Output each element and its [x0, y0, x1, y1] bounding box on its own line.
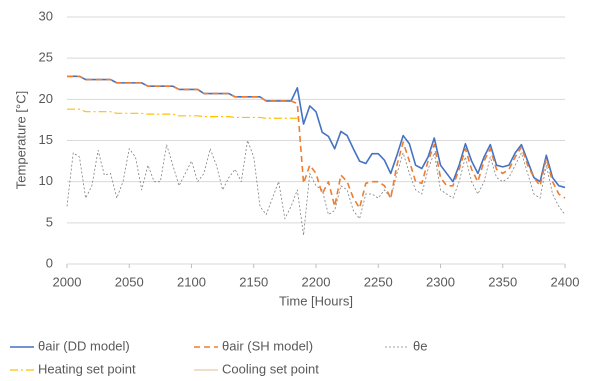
- y-tick-label: 10: [39, 173, 53, 188]
- x-tick-label: 2350: [488, 274, 517, 289]
- x-axis-title: Time [Hours]: [279, 293, 353, 308]
- legend-label: Cooling set point: [222, 361, 319, 376]
- y-tick-label: 30: [39, 8, 53, 23]
- x-tick-label: 2250: [364, 274, 393, 289]
- data-line: [66, 140, 566, 236]
- legend-label: θair (DD model): [38, 338, 130, 353]
- y-tick-label: 0: [46, 255, 53, 270]
- x-tick-label: 2100: [177, 274, 206, 289]
- data-line: [67, 108, 298, 119]
- y-tick-label: 15: [39, 132, 53, 147]
- legend-label: θe: [413, 338, 427, 353]
- x-tick-label: 2150: [239, 274, 268, 289]
- data-line: [67, 75, 566, 189]
- x-tick-label: 2400: [551, 274, 580, 289]
- x-tick-label: 2000: [53, 274, 82, 289]
- y-tick-label: 20: [39, 91, 53, 106]
- x-tick-label: 2050: [115, 274, 144, 289]
- data-line: [67, 75, 566, 209]
- legend-label: Heating set point: [38, 361, 136, 376]
- x-tick-label: 2200: [302, 274, 331, 289]
- legend-label: θair (SH model): [222, 338, 313, 353]
- y-tick-label: 5: [46, 214, 53, 229]
- x-tick-label: 2300: [426, 274, 455, 289]
- y-axis-title: Temperature [°C]: [13, 91, 28, 189]
- y-tick-label: 25: [39, 50, 53, 65]
